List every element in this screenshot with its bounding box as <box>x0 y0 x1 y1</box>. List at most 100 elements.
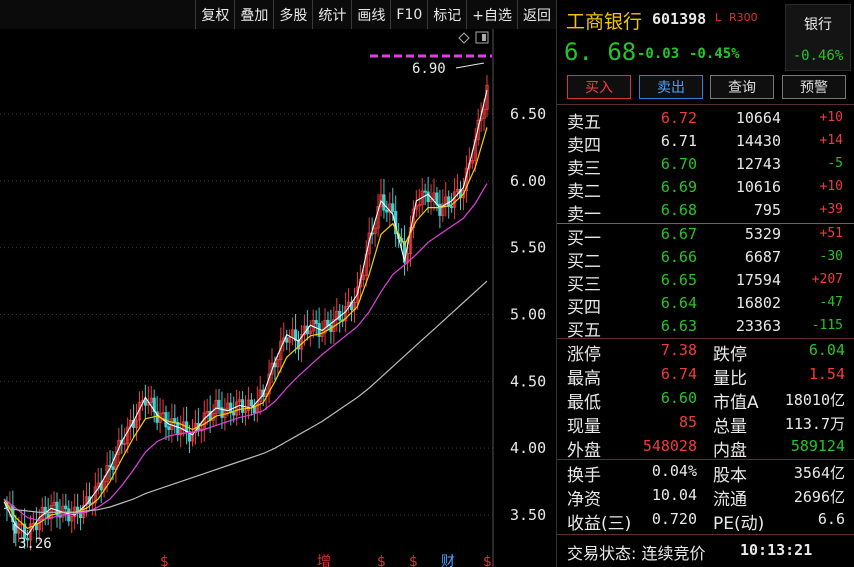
toolbar-button-back[interactable]: 返回 <box>517 0 556 29</box>
trade-status: 交易状态: 连续竞价 <box>567 544 706 563</box>
level-price: 6.68 <box>660 201 697 219</box>
alert-button[interactable]: 预警 <box>782 75 846 99</box>
level-price: 6.72 <box>660 109 697 127</box>
level-change: -47 <box>819 295 843 310</box>
candle-body <box>229 402 233 413</box>
candle-body <box>111 466 115 470</box>
candle-body <box>243 410 248 413</box>
candle-body <box>438 203 442 216</box>
ask-level-5[interactable]: 卖一 6.68 795 +39 <box>557 200 854 225</box>
level-change: +51 <box>819 226 843 241</box>
y-tick-label: 5.00 <box>510 306 546 324</box>
sector-box[interactable]: 银行 -0.46% <box>785 4 851 71</box>
toolbar-button-statistics[interactable]: 统计 <box>312 0 351 29</box>
toolbar-button-overlay[interactable]: 叠加 <box>234 0 273 29</box>
event-marker: 增 <box>317 554 331 567</box>
stat-value: 6.04 <box>808 341 845 359</box>
candle-body <box>441 203 445 216</box>
event-marker: $ <box>409 554 418 567</box>
high-arrow <box>455 62 485 69</box>
candle-body <box>344 306 348 322</box>
toolbar-button-f10[interactable]: F10 <box>390 0 427 29</box>
price-change-percent: -0.45% <box>689 46 740 62</box>
toolbar-button-add-watchlist[interactable]: +自选 <box>466 0 517 29</box>
level-price: 6.66 <box>660 248 697 266</box>
y-tick-label: 6.00 <box>510 172 546 190</box>
stat-row: 净资 10.04 流通 2696亿 <box>557 485 854 510</box>
stat-value: 2696亿 <box>793 488 845 506</box>
candle-body <box>105 465 109 483</box>
y-tick-label: 4.50 <box>510 372 546 390</box>
stat-value: 7.38 <box>660 341 697 359</box>
level-price: 6.71 <box>660 132 697 150</box>
stat-value: 3564亿 <box>793 464 845 482</box>
stat-row: 换手 0.04% 股本 3564亿 <box>557 461 854 486</box>
candle-body <box>379 194 383 207</box>
series-line-1 <box>3 89 488 536</box>
ask-level-1[interactable]: 卖五 6.72 10664 +10 <box>557 108 854 133</box>
candle-body <box>432 192 436 200</box>
stat-label: 总量 <box>713 417 747 437</box>
candle-body <box>450 206 454 209</box>
stat-value: 10.04 <box>651 486 697 504</box>
toolbar-label: 复权 <box>201 7 230 24</box>
toolbar-button-multi-stock[interactable]: 多股 <box>273 0 312 29</box>
bid-level-3[interactable]: 买三 6.65 17594 +207 <box>557 270 854 295</box>
toolbar-button-restore-rights[interactable]: 复权 <box>195 0 234 29</box>
diamond-icon <box>458 32 470 44</box>
level-change: +10 <box>819 110 843 125</box>
level-change: -5 <box>827 156 843 171</box>
candle-body <box>64 505 68 510</box>
candle-body <box>134 419 139 428</box>
candle-body <box>84 496 89 506</box>
event-marker: 财 <box>441 554 455 567</box>
chart-canvas: 6.50 6.00 5.50 5.00 4.50 4.00 3.50 6.90 3.26 $ 增 $… <box>0 29 546 567</box>
divider <box>557 223 854 224</box>
candle-body <box>14 521 18 534</box>
price-chart[interactable]: 6.50 6.00 5.50 5.00 4.50 4.00 3.50 6.90 3.26 $ 增 $… <box>0 29 556 567</box>
event-marker: $ <box>377 554 386 567</box>
event-marker: $ <box>483 554 492 567</box>
high-price-label: 6.90 <box>412 61 446 77</box>
bid-level-5[interactable]: 买五 6.63 23363 -115 <box>557 316 854 341</box>
level-label: 卖三 <box>567 159 601 179</box>
toolbar-button-draw-line[interactable]: 画线 <box>351 0 390 29</box>
candle-body <box>170 418 174 430</box>
chart-toolbar: 复权 叠加 多股 统计 画线 F10 标记 +自选 返回 <box>0 0 556 29</box>
divider <box>557 459 854 460</box>
stat-label: 量比 <box>713 369 747 389</box>
candle-body <box>376 206 380 229</box>
index-flag: R300 <box>729 11 758 24</box>
toolbar-label: 统计 <box>318 7 347 24</box>
stat-value: 6.60 <box>660 389 697 407</box>
candle-body <box>361 275 365 280</box>
ask-level-2[interactable]: 卖四 6.71 14430 +14 <box>557 131 854 156</box>
candle-body <box>355 286 360 303</box>
level-change: +207 <box>811 272 843 287</box>
candle-body <box>299 334 304 350</box>
stat-row: 最低 6.60 市值A 18010亿 <box>557 388 854 413</box>
bid-level-1[interactable]: 买一 6.67 5329 +51 <box>557 224 854 249</box>
ask-level-3[interactable]: 卖三 6.70 12743 -5 <box>557 154 854 179</box>
toolbar-label: F10 <box>396 6 423 23</box>
series-line-2 <box>3 127 488 530</box>
level-price: 6.64 <box>660 294 697 312</box>
query-button[interactable]: 查询 <box>710 75 774 99</box>
stat-value: 0.720 <box>651 510 697 528</box>
candle-body <box>187 431 192 442</box>
margin-flag: L <box>715 11 722 24</box>
trade-time: 10:13:21 <box>740 541 813 559</box>
candle-body <box>55 501 59 516</box>
sell-button[interactable]: 卖出 <box>639 75 703 99</box>
buy-button[interactable]: 买入 <box>567 75 631 99</box>
bid-level-2[interactable]: 买二 6.66 6687 -30 <box>557 247 854 272</box>
level-volume: 10664 <box>735 109 781 127</box>
stat-label: 外盘 <box>567 441 601 461</box>
toolbar-button-mark[interactable]: 标记 <box>427 0 466 29</box>
level-label: 卖五 <box>567 113 601 133</box>
stock-code: 601398 <box>652 10 707 28</box>
level-label: 卖二 <box>567 182 601 202</box>
bid-level-4[interactable]: 买四 6.64 16802 -47 <box>557 293 854 318</box>
ask-level-4[interactable]: 卖二 6.69 10616 +10 <box>557 177 854 202</box>
candle-body <box>232 412 236 416</box>
